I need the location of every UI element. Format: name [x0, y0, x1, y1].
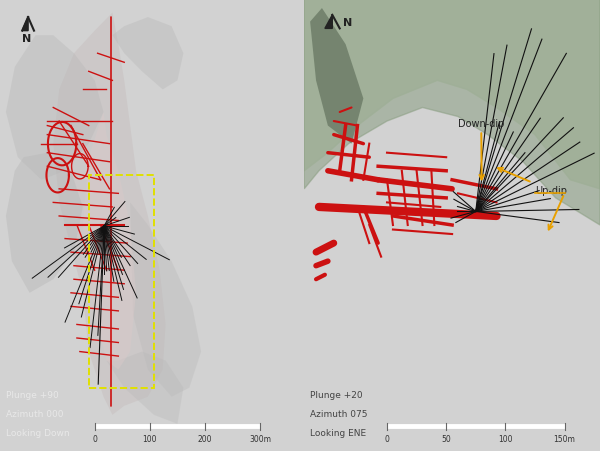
Polygon shape: [53, 14, 166, 415]
Text: Azimuth 075: Azimuth 075: [310, 409, 368, 418]
Text: 0: 0: [92, 434, 97, 443]
Text: 200: 200: [198, 434, 212, 443]
Text: Up-dip: Up-dip: [498, 169, 567, 196]
Polygon shape: [304, 0, 600, 226]
Polygon shape: [310, 9, 364, 144]
Polygon shape: [83, 113, 136, 370]
Text: Down-dip: Down-dip: [458, 118, 505, 180]
Polygon shape: [112, 18, 184, 90]
Text: N: N: [22, 34, 31, 44]
Text: 0: 0: [385, 434, 389, 443]
Polygon shape: [304, 0, 600, 189]
Text: N: N: [343, 18, 352, 28]
Text: 300m: 300m: [250, 434, 271, 443]
Text: Azimuth 000: Azimuth 000: [6, 409, 64, 418]
Polygon shape: [22, 18, 28, 32]
Text: 50: 50: [442, 434, 451, 443]
Text: 100: 100: [143, 434, 157, 443]
Polygon shape: [6, 153, 83, 293]
Polygon shape: [325, 16, 332, 29]
Text: 150m: 150m: [554, 434, 575, 443]
Text: Looking ENE: Looking ENE: [310, 428, 366, 437]
Text: 100: 100: [498, 434, 512, 443]
Polygon shape: [106, 352, 184, 424]
Bar: [89, 176, 154, 388]
Polygon shape: [6, 36, 104, 180]
Text: Plunge +90: Plunge +90: [6, 390, 59, 399]
Text: Looking Down: Looking Down: [6, 428, 70, 437]
Text: Plunge +20: Plunge +20: [310, 390, 363, 399]
Polygon shape: [130, 203, 201, 397]
